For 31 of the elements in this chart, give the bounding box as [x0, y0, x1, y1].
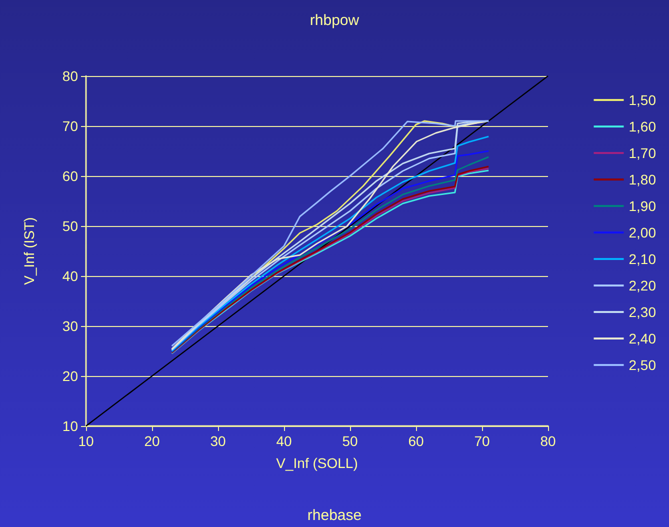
- legend-label: 2,20: [628, 278, 656, 294]
- x-axis-title: V_Inf (SOLL): [276, 455, 358, 471]
- x-tick-label: 80: [540, 433, 556, 449]
- legend-label: 1,70: [628, 145, 656, 161]
- y-tick-label: 20: [62, 368, 78, 384]
- y-tick-label: 70: [62, 118, 78, 134]
- x-tick-label: 40: [276, 433, 292, 449]
- x-tick-label: 50: [342, 433, 358, 449]
- y-tick-label: 50: [62, 218, 78, 234]
- chart-title: rhbpow: [310, 12, 360, 29]
- legend-label: 2,50: [628, 357, 656, 373]
- y-axis-title: V_Inf (IST): [21, 217, 37, 285]
- legend-label: 1,80: [628, 172, 656, 188]
- y-tick-label: 60: [62, 168, 78, 184]
- x-tick-label: 60: [408, 433, 424, 449]
- text: rhebase: [307, 507, 362, 524]
- legend-label: 1,50: [628, 92, 656, 108]
- y-tick-label: 10: [62, 418, 78, 434]
- legend-label: 1,90: [628, 198, 656, 214]
- legend-label: 2,00: [628, 224, 656, 240]
- x-tick-label: 10: [78, 433, 94, 449]
- legend-label: 1,60: [628, 118, 656, 134]
- y-tick-label: 40: [62, 268, 78, 284]
- x-tick-label: 70: [474, 433, 490, 449]
- x-tick-label: 30: [210, 433, 226, 449]
- legend-label: 2,30: [628, 304, 656, 320]
- x-tick-label: 20: [144, 433, 160, 449]
- legend-label: 2,40: [628, 330, 656, 346]
- y-tick-label: 80: [62, 68, 78, 84]
- legend-label: 2,10: [628, 251, 656, 267]
- y-tick-label: 30: [62, 318, 78, 334]
